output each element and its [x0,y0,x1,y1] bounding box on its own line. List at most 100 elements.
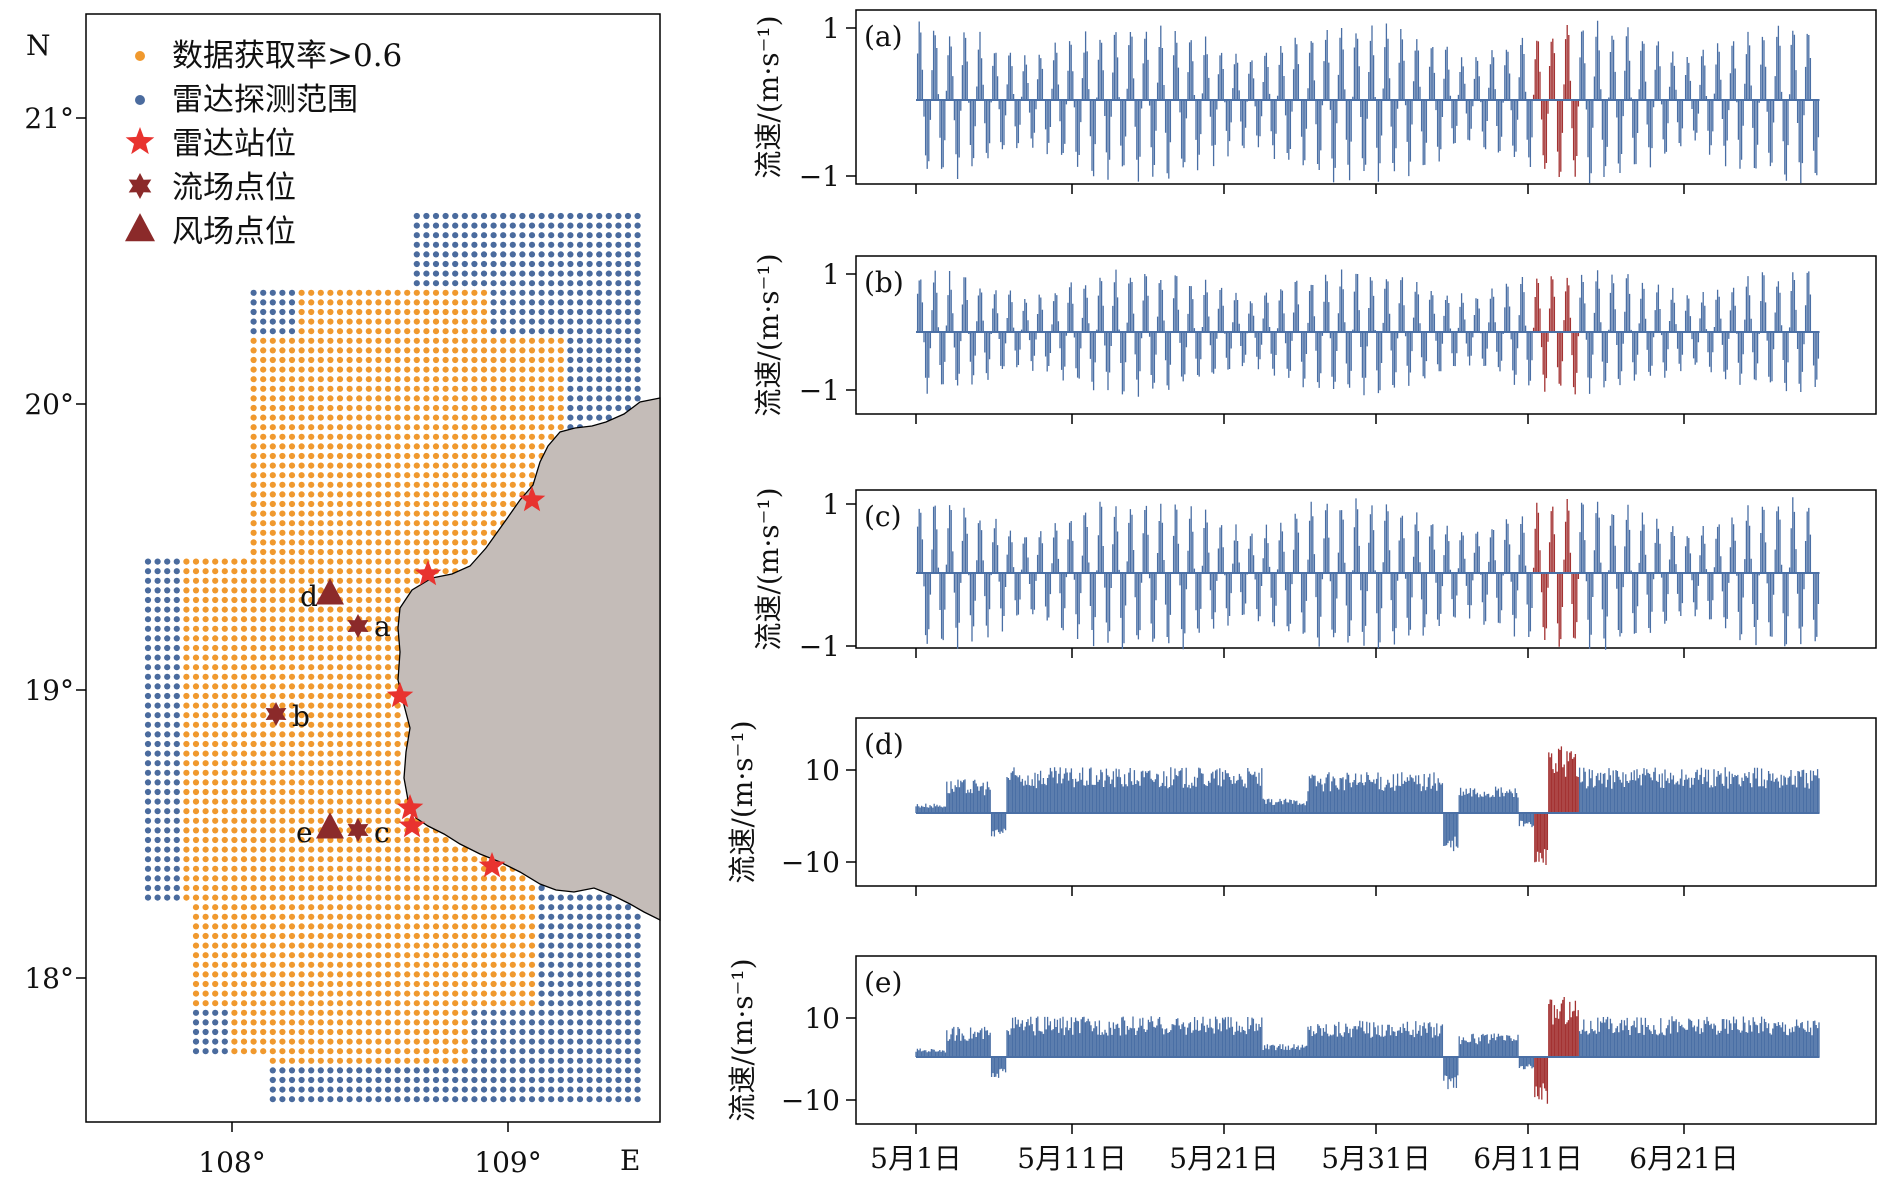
grid-dot [327,1048,334,1055]
grid-dot [538,1057,545,1064]
grid-dot [154,846,161,853]
grid-dot [576,961,584,968]
grid-dot [269,980,276,988]
grid-dot [624,1019,632,1026]
grid-dot [634,299,641,306]
grid-dot [375,788,382,796]
grid-dot [576,376,584,383]
grid-dot [269,328,276,335]
grid-dot [240,750,248,757]
grid-dot [557,980,564,988]
grid-dot [557,1000,564,1007]
grid-dot [308,1048,315,1055]
grid-dot [288,1019,296,1026]
y-tick-label: 1 [822,258,840,291]
grid-dot [308,932,315,940]
grid-dot [538,1019,545,1026]
grid-dot [308,760,315,767]
grid-dot [279,548,286,556]
grid-dot [356,971,363,978]
grid-dot [288,817,296,824]
point-label: d [300,580,318,613]
grid-dot [634,232,641,239]
grid-dot [375,942,382,949]
grid-dot [624,337,632,344]
grid-dot [240,692,248,700]
grid-dot [557,222,564,229]
grid-dot [548,337,555,344]
grid-dot [260,952,267,959]
grid-dot [509,376,516,383]
grid-dot [327,971,334,978]
grid-dot [250,990,257,997]
grid-dot [480,385,488,392]
grid-dot [240,606,248,613]
grid-dot [356,961,363,968]
grid-dot [365,1019,372,1026]
grid-dot [634,376,641,383]
grid-dot [509,299,516,306]
grid-dot [423,529,430,536]
grid-dot [288,596,296,604]
grid-dot [365,913,372,920]
grid-dot [356,712,363,719]
grid-dot [298,990,305,997]
grid-dot [413,1067,420,1074]
grid-dot [413,328,420,335]
grid-dot [192,942,200,949]
grid-dot [365,740,372,748]
grid-dot [269,1000,276,1007]
grid-dot [365,856,372,863]
grid-dot [384,462,392,469]
grid-dot [317,1028,324,1036]
grid-dot [557,385,564,392]
grid-dot [490,980,497,988]
grid-dot [144,884,152,892]
grid-dot [394,289,401,296]
radar-station-star [396,794,424,820]
grid-dot [413,510,420,517]
grid-dot [260,1028,267,1036]
grid-dot [442,539,449,546]
grid-dot [471,241,478,248]
grid-dot [423,1019,430,1026]
grid-dot [356,808,363,815]
grid-dot [212,932,219,940]
grid-dot [298,1076,305,1084]
grid-dot [596,366,603,373]
grid-dot [586,894,593,901]
grid-dot [404,923,411,930]
grid-dot [144,750,152,757]
grid-dot [250,635,257,642]
grid-dot [375,616,382,623]
grid-dot [480,433,488,440]
grid-dot [528,1048,536,1055]
grid-dot [279,577,286,584]
grid-dot [548,1009,555,1016]
east-label: E [620,1144,640,1177]
grid-dot [538,241,545,248]
grid-dot [164,616,171,623]
grid-dot [432,289,440,296]
grid-dot [356,865,363,872]
grid-dot [605,404,612,412]
grid-dot [538,366,545,373]
grid-dot [144,769,152,776]
grid-dot [394,1000,401,1007]
grid-dot [413,318,420,325]
grid-dot [461,942,468,949]
grid-dot [634,1076,641,1084]
grid-dot [423,347,430,354]
grid-dot [471,932,478,940]
grid-dot [375,731,382,738]
grid-dot [260,299,267,306]
grid-dot [317,299,324,306]
grid-dot [250,721,257,728]
grid-dot [298,875,305,882]
grid-dot [346,1000,353,1007]
grid-dot [624,1009,632,1016]
grid-dot [365,942,372,949]
grid-dot [375,539,382,546]
grid-dot [375,932,382,940]
grid-dot [375,1009,382,1016]
